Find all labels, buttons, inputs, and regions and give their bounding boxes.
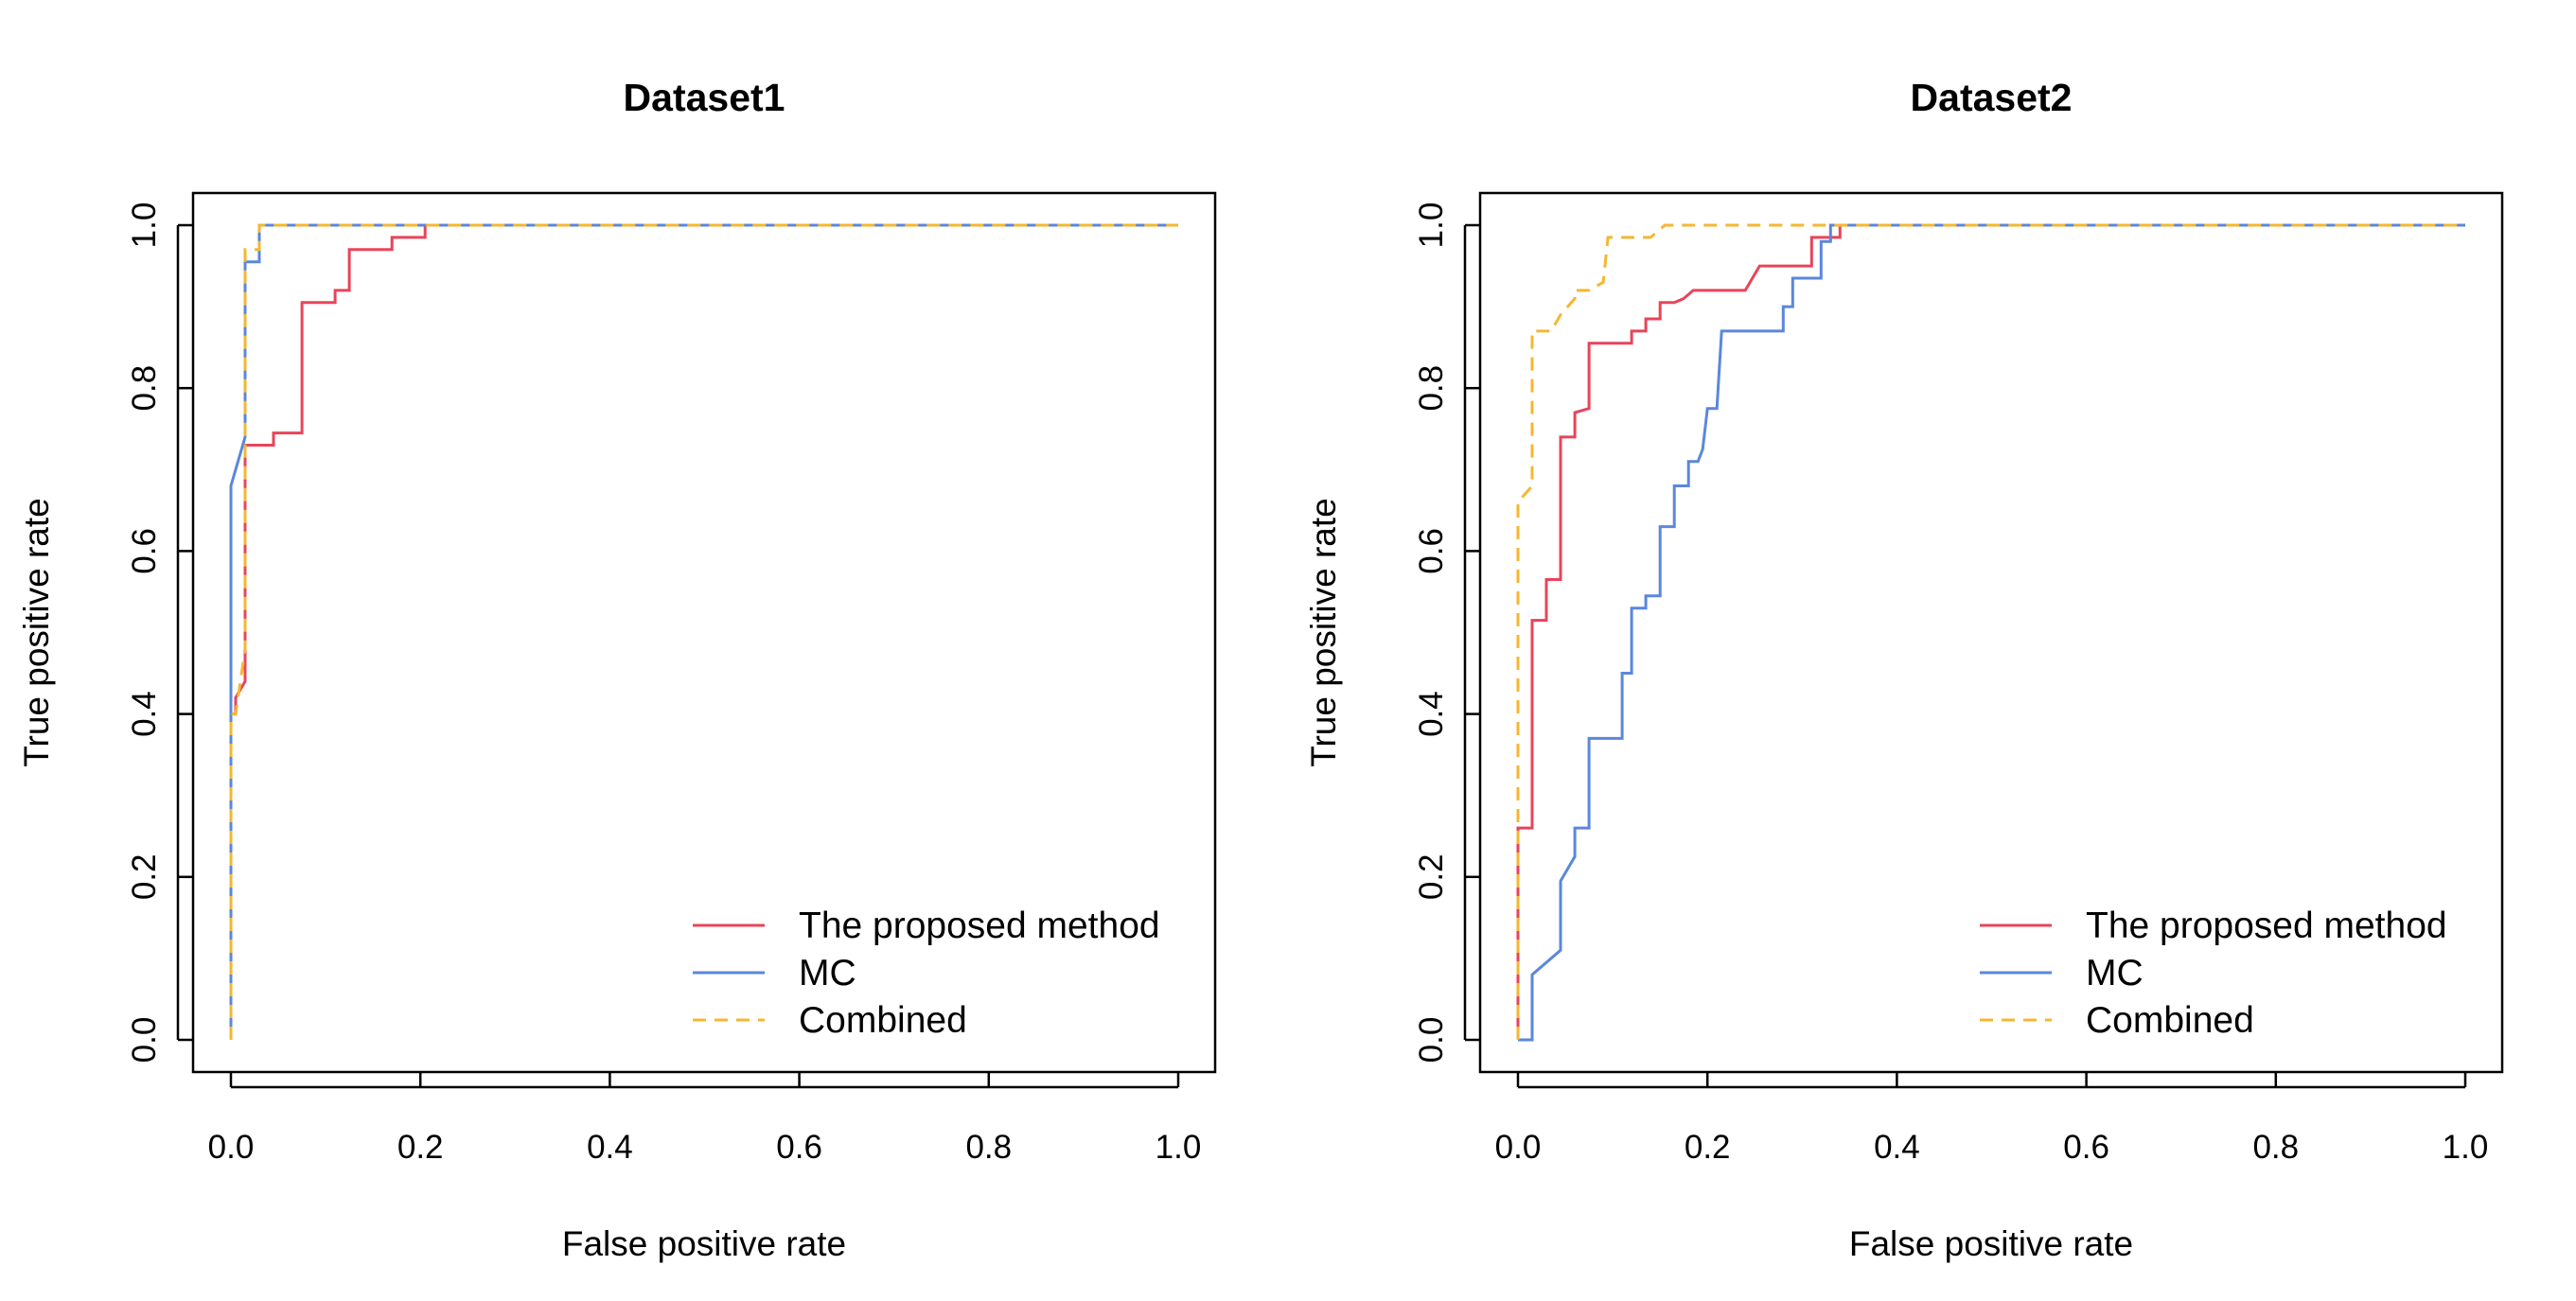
y-tick-label: 0.4 [1413, 691, 1450, 737]
x-tick-label: 0.6 [2063, 1129, 2109, 1166]
y-tick-label: 1.0 [126, 202, 163, 249]
chart-title: Dataset2 [1911, 76, 2073, 119]
x-tick-label: 0.4 [587, 1129, 633, 1166]
series-line-combined [229, 223, 1178, 1040]
chart-panel-2: Dataset2 0.0 0.2 0.4 0.6 0.8 1.0 0.0 0.2 0.4 0.6 0.… [1304, 76, 2504, 1263]
chart-panel-1: Dataset1 0.0 0.2 0.4 0.6 0.8 1.0 0.0 0.2 0.4 0.6 0.… [17, 76, 1217, 1263]
y-tick-label: 0.0 [126, 1017, 163, 1064]
legend-label: Combined [799, 1000, 967, 1041]
legend: The proposed method MC Combined [693, 905, 1160, 1041]
series-line-combined [1516, 223, 2465, 1040]
series-line-the-proposed-method [229, 223, 1178, 1040]
y-tick-label: 0.4 [126, 691, 163, 737]
legend-label: The proposed method [2086, 905, 2447, 946]
x-tick-label: 1.0 [1156, 1129, 1202, 1166]
x-axis-label: False positive rate [562, 1224, 846, 1263]
series-line-mc [1518, 223, 2465, 1042]
y-tick-label: 0.0 [1413, 1017, 1450, 1064]
y-tick-label: 0.6 [1413, 528, 1450, 574]
x-tick-label: 0.8 [2252, 1129, 2299, 1166]
x-tick-label: 1.0 [2443, 1129, 2489, 1166]
y-axis-label: True positive rate [17, 498, 56, 766]
legend-label: MC [2086, 953, 2144, 993]
y-tick-label: 0.2 [126, 853, 163, 900]
x-tick-label: 0.2 [1685, 1129, 1731, 1166]
x-tick-label: 0.4 [1874, 1129, 1920, 1166]
x-tick-label: 0.8 [965, 1129, 1012, 1166]
y-tick-label: 1.0 [1413, 202, 1450, 249]
y-axis-label: True positive rate [1304, 498, 1343, 766]
legend: The proposed method MC Combined [1980, 905, 2447, 1041]
x-tick-label: 0.6 [776, 1129, 822, 1166]
legend-label: The proposed method [799, 905, 1160, 946]
chart-title: Dataset1 [624, 76, 785, 119]
y-tick-label: 0.8 [1413, 365, 1450, 412]
series-line-the-proposed-method [1516, 223, 2465, 1040]
y-tick-label: 0.2 [1413, 853, 1450, 900]
x-tick-label: 0.0 [1495, 1129, 1542, 1166]
plot-frame [191, 191, 1217, 1074]
y-tick-label: 0.8 [126, 365, 163, 412]
x-axis-label: False positive rate [1849, 1224, 2133, 1263]
y-tick-label: 0.6 [126, 528, 163, 574]
x-tick-label: 0.2 [397, 1129, 444, 1166]
x-tick-label: 0.0 [208, 1129, 255, 1166]
plot-frame [1478, 191, 2504, 1074]
legend-label: MC [799, 953, 856, 993]
legend-label: Combined [2086, 1000, 2254, 1041]
